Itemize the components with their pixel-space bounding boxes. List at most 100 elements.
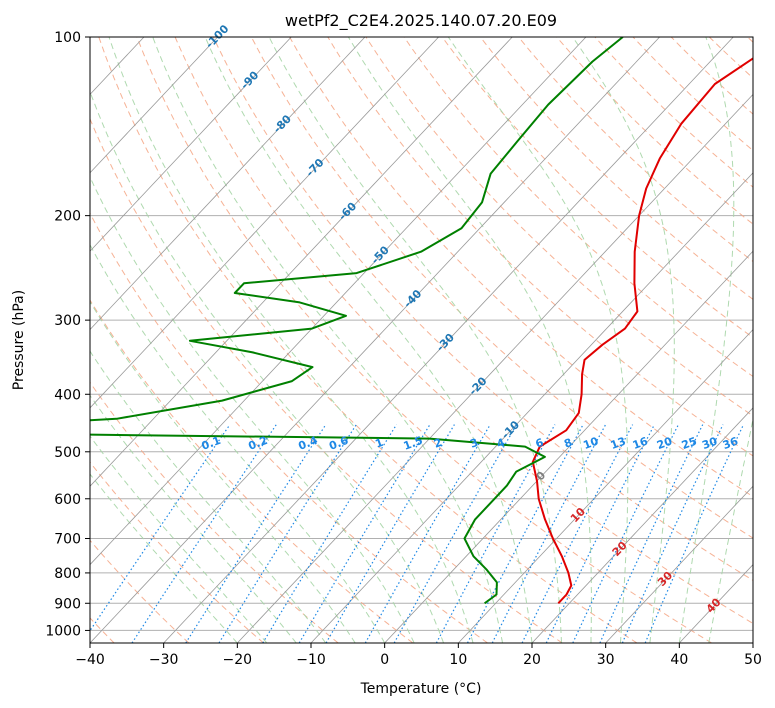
dry-adiabat-line	[174, 37, 753, 625]
x-tick-label: 0	[380, 652, 389, 668]
mixing-ratio-label: 1.5	[402, 434, 425, 453]
chart-title: wetPf2_C2E4.2025.140.07.20.E09	[285, 11, 557, 31]
dry-adiabat-line	[136, 37, 712, 643]
mixing-ratio-line	[545, 424, 655, 643]
x-tick-label: 30	[597, 652, 615, 668]
mixing-ratio-line	[491, 424, 607, 643]
isotherm-line	[163, 37, 734, 643]
mixing-ratio-line	[599, 424, 704, 643]
mixing-ratio-label: 6	[534, 436, 546, 451]
y-tick-label: 700	[54, 532, 81, 548]
isotherm-line	[90, 37, 660, 643]
mixing-ratio-label: 1	[374, 436, 386, 451]
mixing-ratio-label: 30	[700, 434, 719, 452]
x-tick-label: −10	[296, 652, 326, 668]
plot-area	[90, 37, 753, 643]
isotherm-line	[531, 407, 753, 643]
y-tick-label: 1000	[45, 623, 81, 639]
moist-adiabats	[90, 37, 753, 643]
moist-adiabat-line	[572, 37, 675, 643]
dry-adiabat-line	[90, 539, 190, 643]
dry-adiabat-line	[518, 37, 753, 263]
isotherm-line	[90, 37, 587, 566]
moist-adiabat-line	[90, 473, 238, 643]
mixing-ratio-line	[521, 424, 634, 643]
isotherm-line	[90, 37, 366, 331]
sounding-profiles	[90, 37, 753, 605]
isotherm-line	[310, 172, 753, 643]
moist-adiabat-line	[90, 176, 415, 643]
isotherm-line	[90, 37, 439, 409]
isotherm-line	[458, 328, 753, 643]
isotherms	[90, 37, 753, 643]
y-axis-label: Pressure (hPa)	[11, 290, 27, 390]
isotherm-line	[605, 485, 753, 643]
dry-adiabat-line	[556, 37, 753, 225]
isotherm-line	[90, 37, 218, 174]
moist-adiabat-line	[678, 37, 735, 643]
mixing-ratio-line	[644, 424, 745, 643]
x-tick-label: 40	[670, 652, 688, 668]
mixing-ratio-line	[621, 424, 724, 643]
isotherm-line	[90, 37, 513, 487]
axis-ticks: −40 −30 −20 −10 0 10 20 30 40 5010020030040050060…	[45, 30, 762, 668]
moist-adiabat-line	[108, 37, 474, 643]
moist-adiabat-line	[447, 37, 629, 643]
mixing-ratio-label: 8	[562, 436, 574, 451]
dry-adiabat-line	[90, 117, 563, 643]
mixing-ratio-label: 13	[609, 435, 628, 452]
mixing-ratio-label: 4	[495, 436, 507, 451]
mixing-ratio-line	[435, 424, 556, 643]
x-tick-label: −30	[149, 652, 179, 668]
moist-adiabat-line	[90, 394, 297, 643]
y-tick-label: 600	[54, 492, 81, 508]
mixing-ratio-label: 0.4	[297, 434, 320, 453]
moist-adiabat-line	[90, 300, 356, 643]
dry-adiabat-line	[212, 37, 753, 581]
y-tick-label: 900	[54, 596, 81, 612]
x-tick-label: 20	[523, 652, 541, 668]
y-tick-label: 200	[54, 209, 81, 225]
isotherm-line	[90, 37, 292, 252]
x-tick-label: 10	[449, 652, 467, 668]
mixing-ratio-label: 0.6	[327, 434, 350, 453]
temperature-profile-line	[531, 57, 753, 604]
moist-adiabat-line	[347, 37, 592, 643]
moist-adiabat-line	[90, 350, 327, 643]
y-tick-label: 500	[54, 445, 81, 461]
dry-adiabat-line	[250, 37, 753, 539]
mixing-ratio-label: 16	[631, 434, 650, 452]
moist-adiabat-line	[90, 243, 386, 643]
dry-adiabat-line	[403, 37, 753, 378]
mixing-ratio-line	[90, 424, 231, 632]
moist-adiabat-line	[152, 37, 503, 643]
moist-adiabat-line	[708, 416, 753, 643]
y-tick-label: 800	[54, 566, 81, 582]
dewpoint-profile-line	[90, 37, 624, 605]
mixing-ratio-line	[572, 424, 679, 643]
mixing-ratio-label: 20	[655, 434, 674, 452]
mixing-ratio-line	[262, 424, 398, 643]
dry-adiabat-line	[327, 37, 753, 457]
moist-adiabat-line	[268, 37, 562, 643]
moist-adiabat-line	[204, 37, 533, 643]
mixing-ratio-label: 2	[432, 436, 444, 451]
plot-frame	[89, 36, 754, 644]
x-tick-label: 50	[744, 652, 762, 668]
mixing-ratio-label: 25	[680, 435, 699, 452]
moist-adiabat-line	[90, 90, 445, 643]
mixing-ratio-label: 36	[721, 434, 740, 452]
x-tick-label: −20	[223, 652, 253, 668]
x-tick-label: −40	[75, 652, 105, 668]
dry-adiabat-line	[365, 37, 753, 417]
y-tick-label: 400	[54, 387, 81, 403]
mixing-ratio-line	[325, 424, 455, 643]
isotherm-line	[384, 250, 753, 643]
mixing-ratio-label: 0.1	[200, 434, 223, 453]
mixing-ratio-label: 0.2	[247, 434, 270, 453]
mixing-ratio-line	[298, 424, 431, 643]
y-tick-label: 300	[54, 313, 81, 329]
dry-adiabat-line	[90, 381, 339, 643]
